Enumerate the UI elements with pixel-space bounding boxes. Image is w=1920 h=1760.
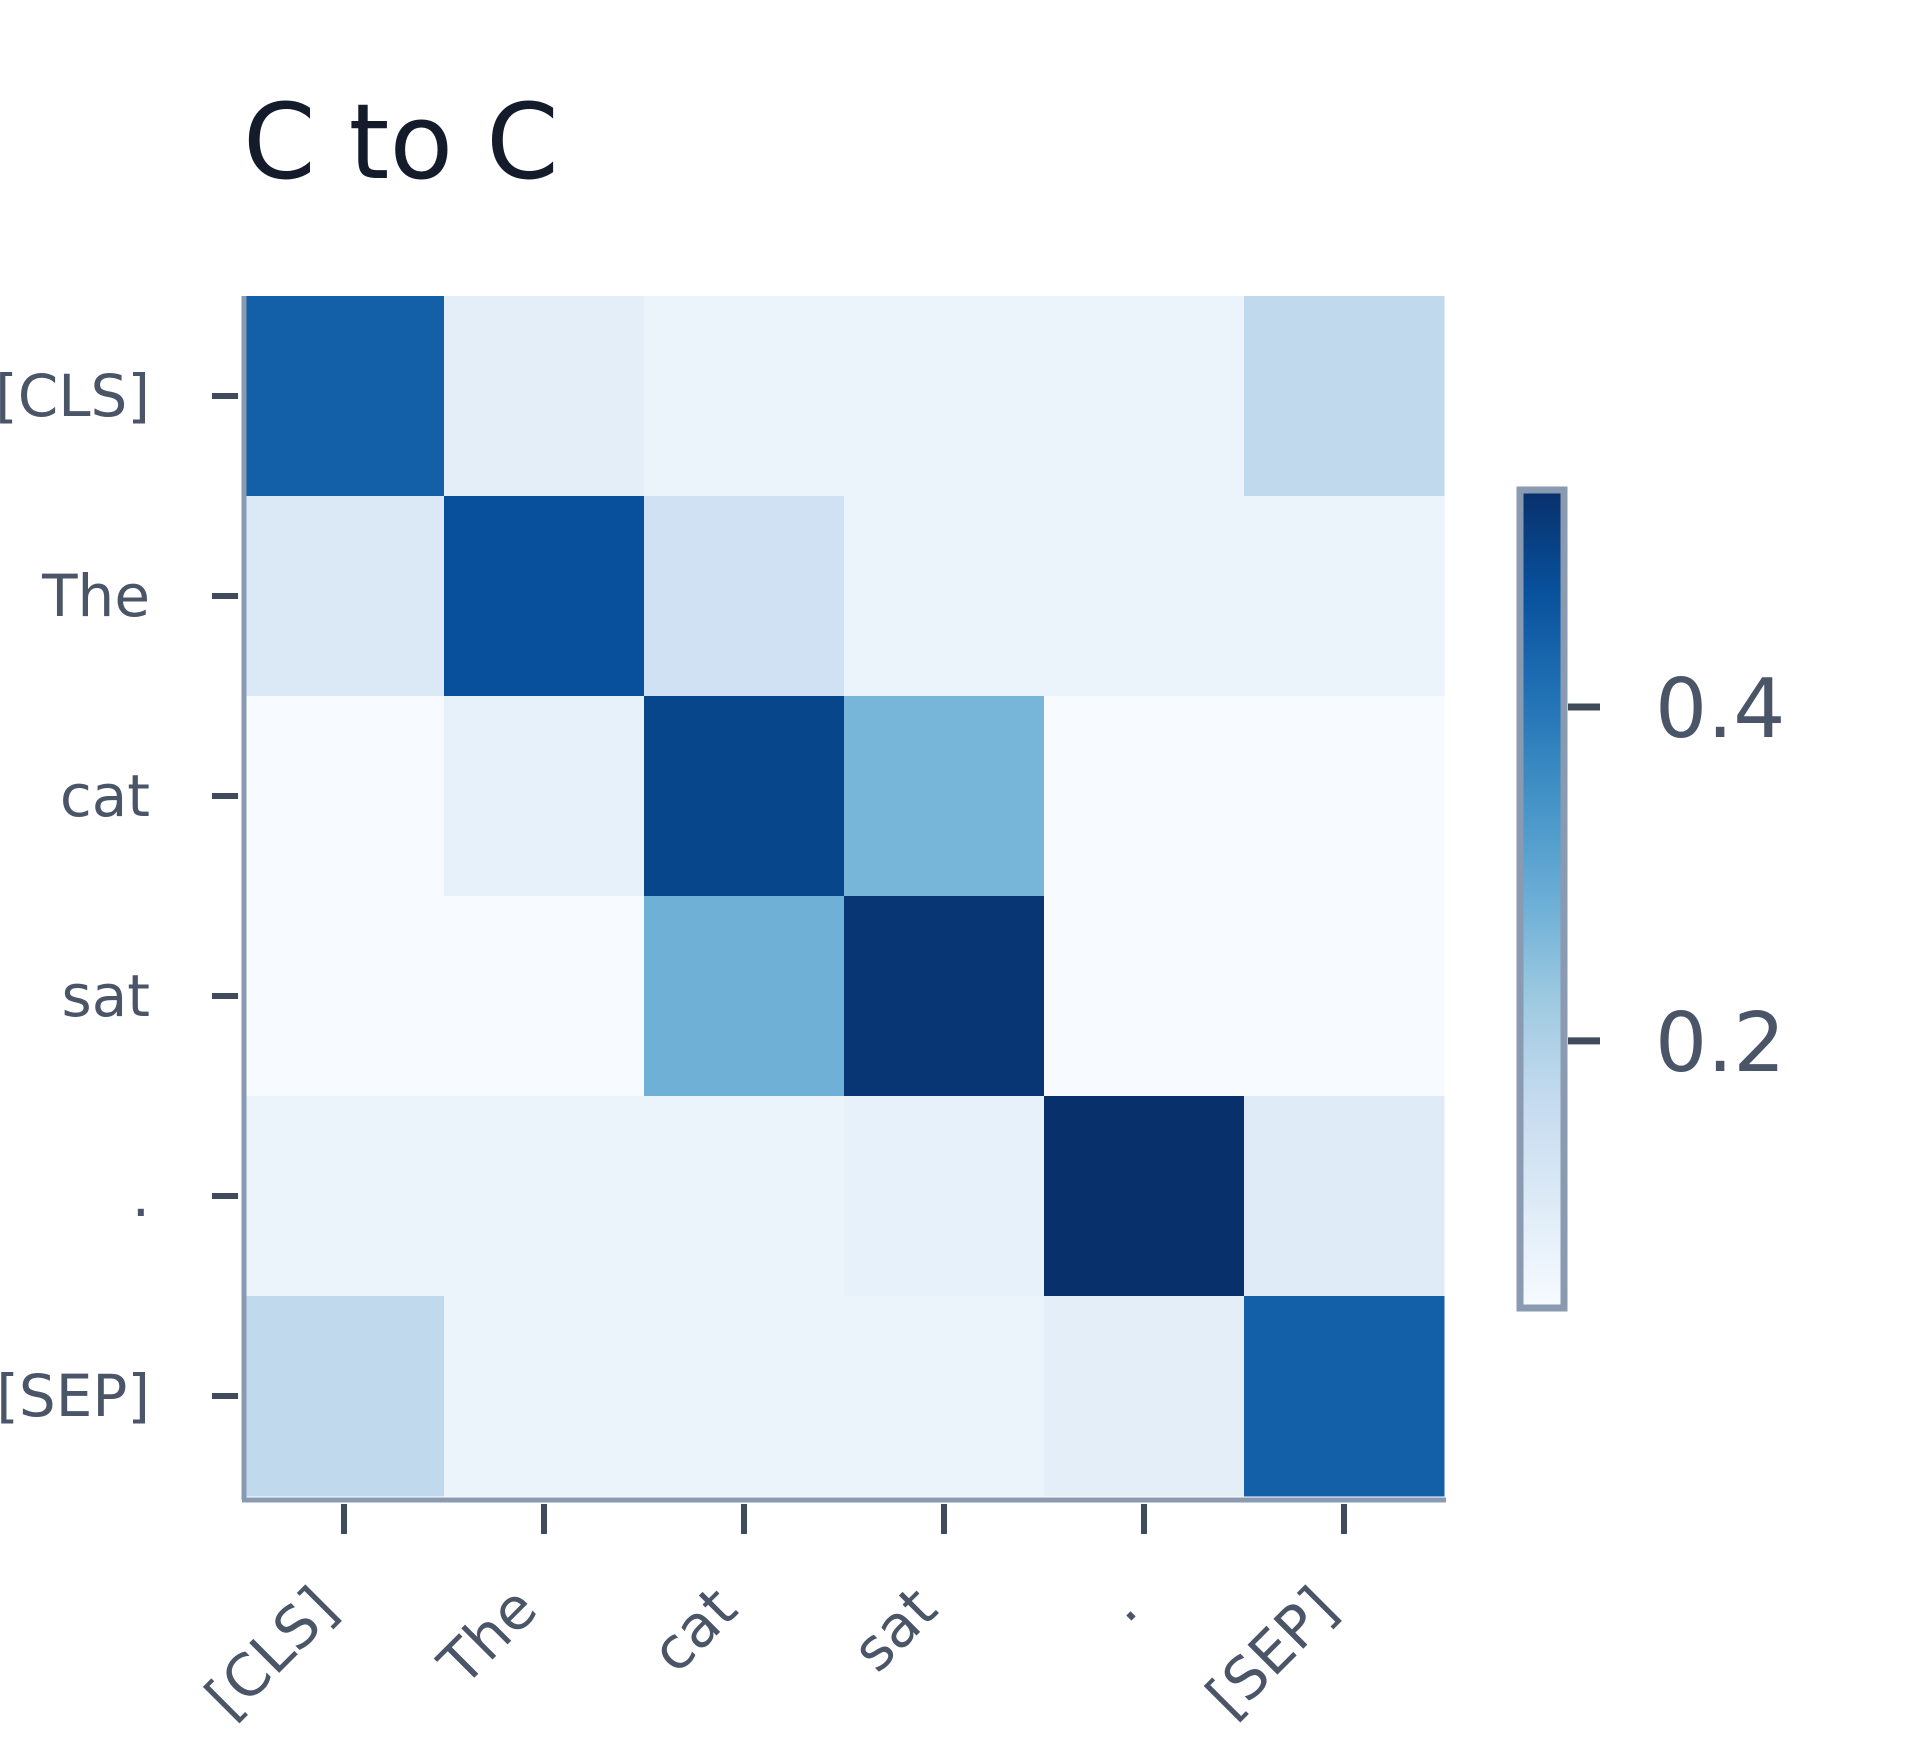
- y-tick-label: [CLS]: [0, 362, 150, 430]
- y-tick-label: [SEP]: [0, 1362, 150, 1430]
- heatmap-cell: [244, 496, 445, 697]
- heatmap-cell: [1044, 296, 1245, 497]
- heatmap-cell: [644, 896, 845, 1097]
- heatmap-cell: [844, 896, 1045, 1097]
- heatmap-cell: [1244, 496, 1445, 697]
- x-tick-label: sat: [839, 1574, 950, 1685]
- heatmap-cell: [244, 896, 445, 1097]
- heatmap-cell: [1244, 1296, 1445, 1497]
- heatmap-cell: [844, 1296, 1045, 1497]
- heatmap-cell: [1244, 296, 1445, 497]
- heatmap-cell: [444, 296, 645, 497]
- heatmap-cell: [1044, 496, 1245, 697]
- heatmap-cell: [644, 1296, 845, 1497]
- heatmap-cell: [444, 696, 645, 897]
- heatmap-cell: [1244, 1096, 1445, 1297]
- heatmap-cell: [1044, 1296, 1245, 1497]
- heatmap-cell: [1244, 696, 1445, 897]
- heatmap-cell: [844, 1096, 1045, 1297]
- heatmap-cell: [644, 496, 845, 697]
- x-tick-label: [CLS]: [192, 1574, 350, 1732]
- heatmap-cell: [1244, 896, 1445, 1097]
- heatmap-cell: [1044, 696, 1245, 897]
- heatmap-cell: [244, 1096, 445, 1297]
- heatmap-cell: [844, 496, 1045, 697]
- x-tick-label: cat: [638, 1574, 750, 1686]
- heatmap-cell: [1044, 896, 1245, 1097]
- y-axis-ticks: [CLS] The cat sat. [SEP]: [0, 362, 238, 1430]
- colorbar-tick-label: 0.4: [1655, 662, 1785, 757]
- heatmap-cell: [844, 696, 1045, 897]
- y-tick-label: cat: [60, 762, 150, 830]
- heatmap-cell: [444, 896, 645, 1097]
- x-axis-ticks: [CLS] The cat sat. [SEP]: [192, 1504, 1350, 1731]
- colorbar: 0.2 0.4: [1516, 486, 1785, 1312]
- colorbar-tick-label: 0.2: [1655, 996, 1785, 1091]
- y-tick-label: sat: [61, 962, 150, 1030]
- axis-lines: [241, 296, 1446, 1503]
- heatmap-cell: [244, 1296, 445, 1497]
- colorbar-gradient: [1516, 486, 1568, 1312]
- x-tick-label: [SEP]: [1193, 1574, 1350, 1731]
- heatmap-cell: [644, 296, 845, 497]
- heatmap-cell: [444, 1296, 645, 1497]
- heatmap-cell: [444, 1096, 645, 1297]
- heatmap-cell: [844, 296, 1045, 497]
- heatmap-cell: [244, 696, 445, 897]
- y-tick-label: The: [41, 562, 150, 630]
- x-tick-label: .: [1089, 1574, 1150, 1635]
- heatmap-cell: [244, 296, 445, 497]
- heatmap-cell: [444, 496, 645, 697]
- x-tick-label: The: [425, 1574, 550, 1699]
- heatmap-cell: [1044, 1096, 1245, 1297]
- heatmap-cell: [644, 696, 845, 897]
- y-tick-label: .: [132, 1162, 150, 1230]
- chart-title: C to C: [243, 81, 559, 203]
- colorbar-ticks: 0.2 0.4: [1568, 662, 1785, 1091]
- heatmap-cells: [244, 296, 1445, 1497]
- heatmap-cell: [644, 1096, 845, 1297]
